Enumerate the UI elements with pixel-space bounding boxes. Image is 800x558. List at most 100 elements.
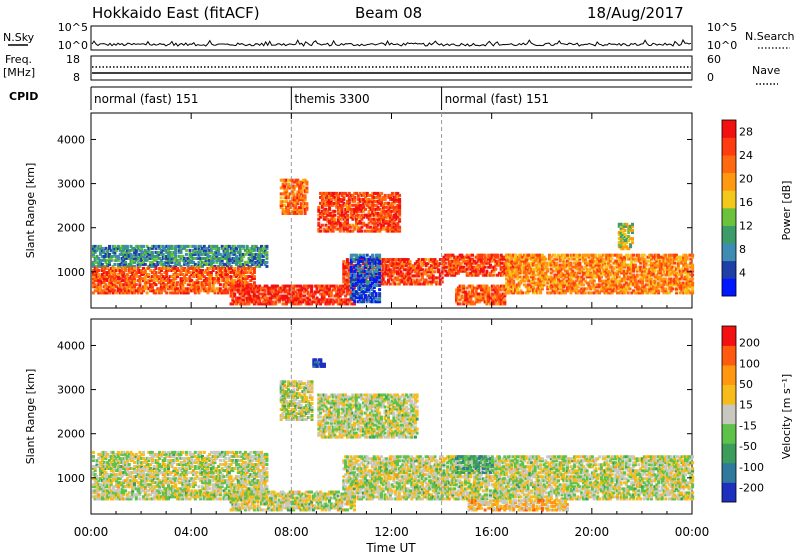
heatmap-cell [305,187,308,190]
heatmap-cell [142,245,145,248]
nsky-tick-bottom: 10^0 [58,39,88,52]
heatmap-cell [595,254,598,257]
heatmap-cell [333,210,336,213]
heatmap-cell [664,287,667,290]
heatmap-cell [444,262,447,265]
cpid-segments: normal (fast) 151 themis 3300 normal (fast… [91,87,549,110]
heatmap-cell [645,287,648,290]
heatmap-cell [230,275,233,278]
heatmap-cell [113,263,116,266]
heatmap-cell [425,258,428,261]
heatmap-cell [305,181,308,184]
heatmap-cell [242,245,245,248]
heatmap-cell [552,270,555,273]
heatmap-cell [555,262,558,265]
nave-tick-top: 60 [707,53,721,66]
heatmap-cell [333,218,336,221]
heatmap-cell [627,254,630,257]
heatmap-cell [305,202,308,205]
heatmap-cell [124,267,127,270]
heatmap-cell [471,254,474,257]
heatmap-cell [135,283,138,286]
freq-panel [91,56,692,80]
heatmap-cell [514,254,517,257]
heatmap-cell [189,249,192,252]
cpid-label: CPID [9,90,38,103]
nave-label: Nave [752,64,780,77]
freq-tick-top: 18 [66,53,80,66]
cpid-segment-label: normal (fast) 151 [94,92,198,106]
cpid-segment-label: normal (fast) 151 [445,92,549,106]
heatmap-cell [310,285,313,288]
nsky-tick-top: 10^5 [58,21,88,34]
heatmap-cell [151,251,154,254]
heatmap-cell [360,230,363,233]
heatmap-cell [208,267,211,270]
heatmap-cell [133,267,136,270]
cpid-segment-label: themis 3300 [294,92,369,106]
heatmap-cell [657,289,660,292]
heatmap-cell [165,291,168,294]
heatmap-cell [265,261,268,264]
heatmap-cell [636,274,639,277]
heatmap-cell [632,254,635,257]
heatmap-cell [487,287,490,290]
nsky-panel [91,26,692,50]
heatmap-cell [620,254,623,257]
heatmap-cell [643,254,646,257]
heatmap-cell [546,268,549,271]
nsky-label: N.Sky [3,31,35,44]
heatmap-cell [380,192,383,195]
heatmap-cell [389,283,392,286]
heatmap-cell [627,291,630,294]
heatmap-cell [185,249,188,252]
freq-tick-bottom: 8 [73,71,80,84]
heatmap-cell [593,280,596,283]
nsky-trace [92,40,691,46]
heatmap-cell [187,245,190,248]
heatmap-cell [353,196,356,199]
heatmap-cell [333,214,336,217]
heatmap-cell [503,298,506,301]
heatmap-cell [637,254,640,257]
heatmap-cell [437,268,440,271]
heatmap-cell [265,251,268,254]
heatmap-cell [144,263,147,266]
heatmap-cell [484,266,487,269]
heatmap-cell [346,214,349,217]
heatmap-cell [521,291,524,294]
heatmap-cell [155,267,158,270]
heatmap-cell [534,278,537,281]
heatmap-cell [97,269,100,272]
heatmap-cell [584,291,587,294]
nsky-right-tick-bottom: 10^0 [707,39,737,52]
heatmap-cell [391,192,394,195]
freq-unit-label: [MHz] [3,66,35,79]
heatmap-cell [398,194,401,197]
heatmap-cell [493,274,496,277]
heatmap-cell [194,245,197,248]
heatmap-cell [496,254,499,257]
heatmap-cell [582,283,585,286]
heatmap-cell [578,262,581,265]
heatmap-cell [217,247,220,250]
heatmap-cell [147,273,150,276]
nave-tick-bottom: 0 [707,71,714,84]
heatmap-cell [398,226,401,229]
radar-title: Hokkaido East (fitACF) [92,4,260,22]
heatmap-cell [664,254,667,257]
heatmap-cell [566,254,569,257]
heatmap-cell [462,285,465,288]
heatmap-cell [233,293,236,296]
heatmap-cell [629,287,632,290]
heatmap-cell [459,302,462,305]
heatmap-cell [364,208,367,211]
heatmap-cell [570,262,573,265]
heatmap-cell [673,262,676,265]
heatmap-cell [317,222,320,225]
heatmap-cell [398,218,401,221]
heatmap-cell [246,285,249,288]
heatmap-cell [253,267,256,270]
